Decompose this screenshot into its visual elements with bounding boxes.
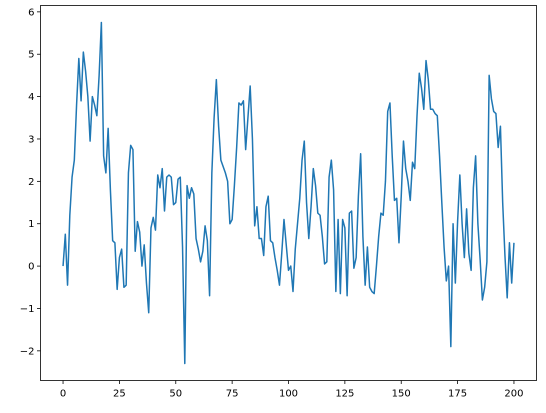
x-tick-label: 125 [335, 389, 354, 400]
x-tick-label: 200 [504, 389, 523, 400]
y-tick-label: −1 [20, 304, 35, 315]
x-tick-label: 75 [226, 389, 239, 400]
y-tick-label: 4 [28, 92, 34, 103]
axes-frame [40, 5, 537, 381]
y-tick-label: 5 [28, 50, 34, 61]
line-series [62, 21, 515, 365]
x-tick-label: 0 [60, 389, 66, 400]
y-tick-label: 3 [28, 134, 34, 145]
y-tick-label: −2 [20, 346, 35, 357]
x-tick-label: 175 [448, 389, 467, 400]
y-tick-label: 6 [28, 7, 34, 18]
y-tick-label: 0 [28, 262, 34, 273]
x-tick-label: 100 [279, 389, 298, 400]
x-tick-label: 50 [169, 389, 182, 400]
x-tick-label: 25 [113, 389, 126, 400]
y-tick-label: 2 [28, 177, 34, 188]
x-tick-label: 150 [392, 389, 411, 400]
y-tick-label: 1 [28, 219, 34, 230]
